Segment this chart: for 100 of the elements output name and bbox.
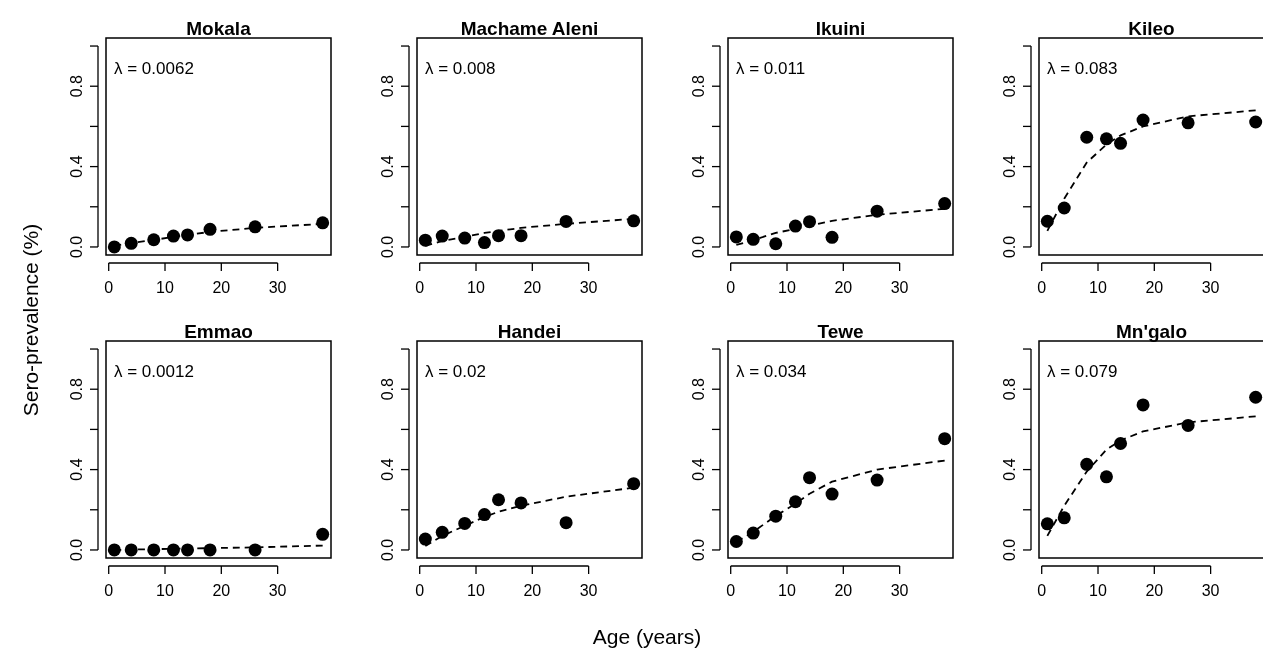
point <box>514 229 528 243</box>
point <box>107 240 121 254</box>
x-tick-label: 30 <box>579 582 598 599</box>
x-tick-label: 20 <box>523 279 542 296</box>
y-tick-label: 0.0 <box>690 235 707 259</box>
x-tick-label: 20 <box>834 279 853 296</box>
point <box>825 230 839 244</box>
point <box>435 525 449 539</box>
y-tick-label: 0.8 <box>1001 378 1018 401</box>
y-tick-label: 0.0 <box>1001 235 1018 259</box>
point <box>870 473 884 487</box>
point <box>1080 130 1094 144</box>
point <box>418 233 432 247</box>
point <box>559 516 573 530</box>
point <box>825 487 839 501</box>
point <box>1057 511 1071 525</box>
y-tick-label: 0.4 <box>690 155 707 178</box>
point <box>1040 214 1054 228</box>
x-tick-label: 20 <box>212 582 231 599</box>
x-tick-label: 0 <box>415 582 425 599</box>
point <box>1136 398 1150 412</box>
y-tick-label: 0.4 <box>379 155 396 178</box>
x-axis-title: Age (years) <box>592 625 702 648</box>
x-tick-label: 10 <box>1089 582 1108 599</box>
x-tick-label: 0 <box>104 279 114 296</box>
point <box>1249 390 1263 404</box>
point <box>803 471 817 485</box>
x-tick-label: 30 <box>1201 582 1220 599</box>
y-tick-label: 0.4 <box>1001 458 1018 481</box>
x-tick-label: 0 <box>415 279 425 296</box>
x-tick-label: 30 <box>579 279 598 296</box>
chart-title: Kileo <box>1128 18 1175 39</box>
annotation: λ = 0.079 <box>1047 362 1118 381</box>
point <box>1080 457 1094 471</box>
chart-title: Mn'galo <box>1115 321 1188 342</box>
annotation: λ = 0.034 <box>736 362 807 381</box>
x-tick-label: 30 <box>1201 279 1220 296</box>
x-tick-label: 20 <box>523 582 542 599</box>
point <box>1099 470 1113 484</box>
y-tick-label: 0.0 <box>1001 538 1018 562</box>
y-tick-label: 0.0 <box>68 235 85 259</box>
annotation: λ = 0.083 <box>1047 59 1118 78</box>
point <box>1114 436 1128 450</box>
point <box>559 214 573 228</box>
x-tick-label: 0 <box>726 582 736 599</box>
point <box>627 477 641 491</box>
y-tick-label: 0.8 <box>690 75 707 98</box>
x-tick-label: 20 <box>1145 582 1164 599</box>
point <box>1181 418 1195 432</box>
x-tick-label: 10 <box>156 279 175 296</box>
point <box>492 229 506 243</box>
point <box>769 237 783 251</box>
y-tick-label: 0.0 <box>690 538 707 562</box>
point <box>1040 517 1054 531</box>
point <box>492 493 506 507</box>
x-tick-label: 20 <box>1145 279 1164 296</box>
x-tick-label: 20 <box>834 582 853 599</box>
chart-title: Mokala <box>186 18 252 39</box>
x-tick-label: 10 <box>778 582 797 599</box>
point <box>729 230 743 244</box>
chart-title: Tewe <box>817 321 864 342</box>
x-tick-label: 30 <box>268 582 287 599</box>
x-tick-label: 30 <box>268 279 287 296</box>
point <box>1136 113 1150 127</box>
y-tick-label: 0.8 <box>68 75 85 98</box>
point <box>1181 116 1195 130</box>
x-tick-label: 0 <box>726 279 736 296</box>
x-tick-label: 30 <box>890 279 909 296</box>
annotation: λ = 0.011 <box>736 59 806 78</box>
y-axis-title: Sero-prevalence (%) <box>19 223 42 417</box>
point <box>418 532 432 546</box>
y-tick-label: 0.8 <box>68 378 85 401</box>
y-tick-label: 0.4 <box>68 155 85 178</box>
y-tick-label: 0.4 <box>1001 155 1018 178</box>
x-tick-label: 0 <box>1037 279 1047 296</box>
point <box>1249 115 1263 129</box>
x-tick-label: 30 <box>890 582 909 599</box>
y-tick-label: 0.0 <box>68 538 85 562</box>
point <box>435 229 449 243</box>
x-tick-label: 0 <box>1037 582 1047 599</box>
x-tick-label: 10 <box>778 279 797 296</box>
y-tick-label: 0.0 <box>379 538 396 562</box>
chart-title: Emmao <box>184 321 253 342</box>
y-tick-label: 0.8 <box>379 378 396 401</box>
point <box>788 219 802 233</box>
annotation: λ = 0.0012 <box>114 362 194 381</box>
point <box>477 236 491 250</box>
annotation: λ = 0.0062 <box>114 59 194 78</box>
chart-title: Machame Aleni <box>460 18 599 39</box>
x-tick-label: 10 <box>156 582 175 599</box>
y-tick-label: 0.8 <box>1001 75 1018 98</box>
y-tick-label: 0.4 <box>68 458 85 481</box>
x-tick-label: 10 <box>467 279 486 296</box>
chart-title: Ikuini <box>815 18 866 39</box>
point <box>1099 132 1113 146</box>
chart-title: Handei <box>497 321 562 342</box>
x-tick-label: 10 <box>467 582 486 599</box>
point <box>870 204 884 218</box>
point <box>458 516 472 530</box>
y-tick-label: 0.4 <box>379 458 396 481</box>
